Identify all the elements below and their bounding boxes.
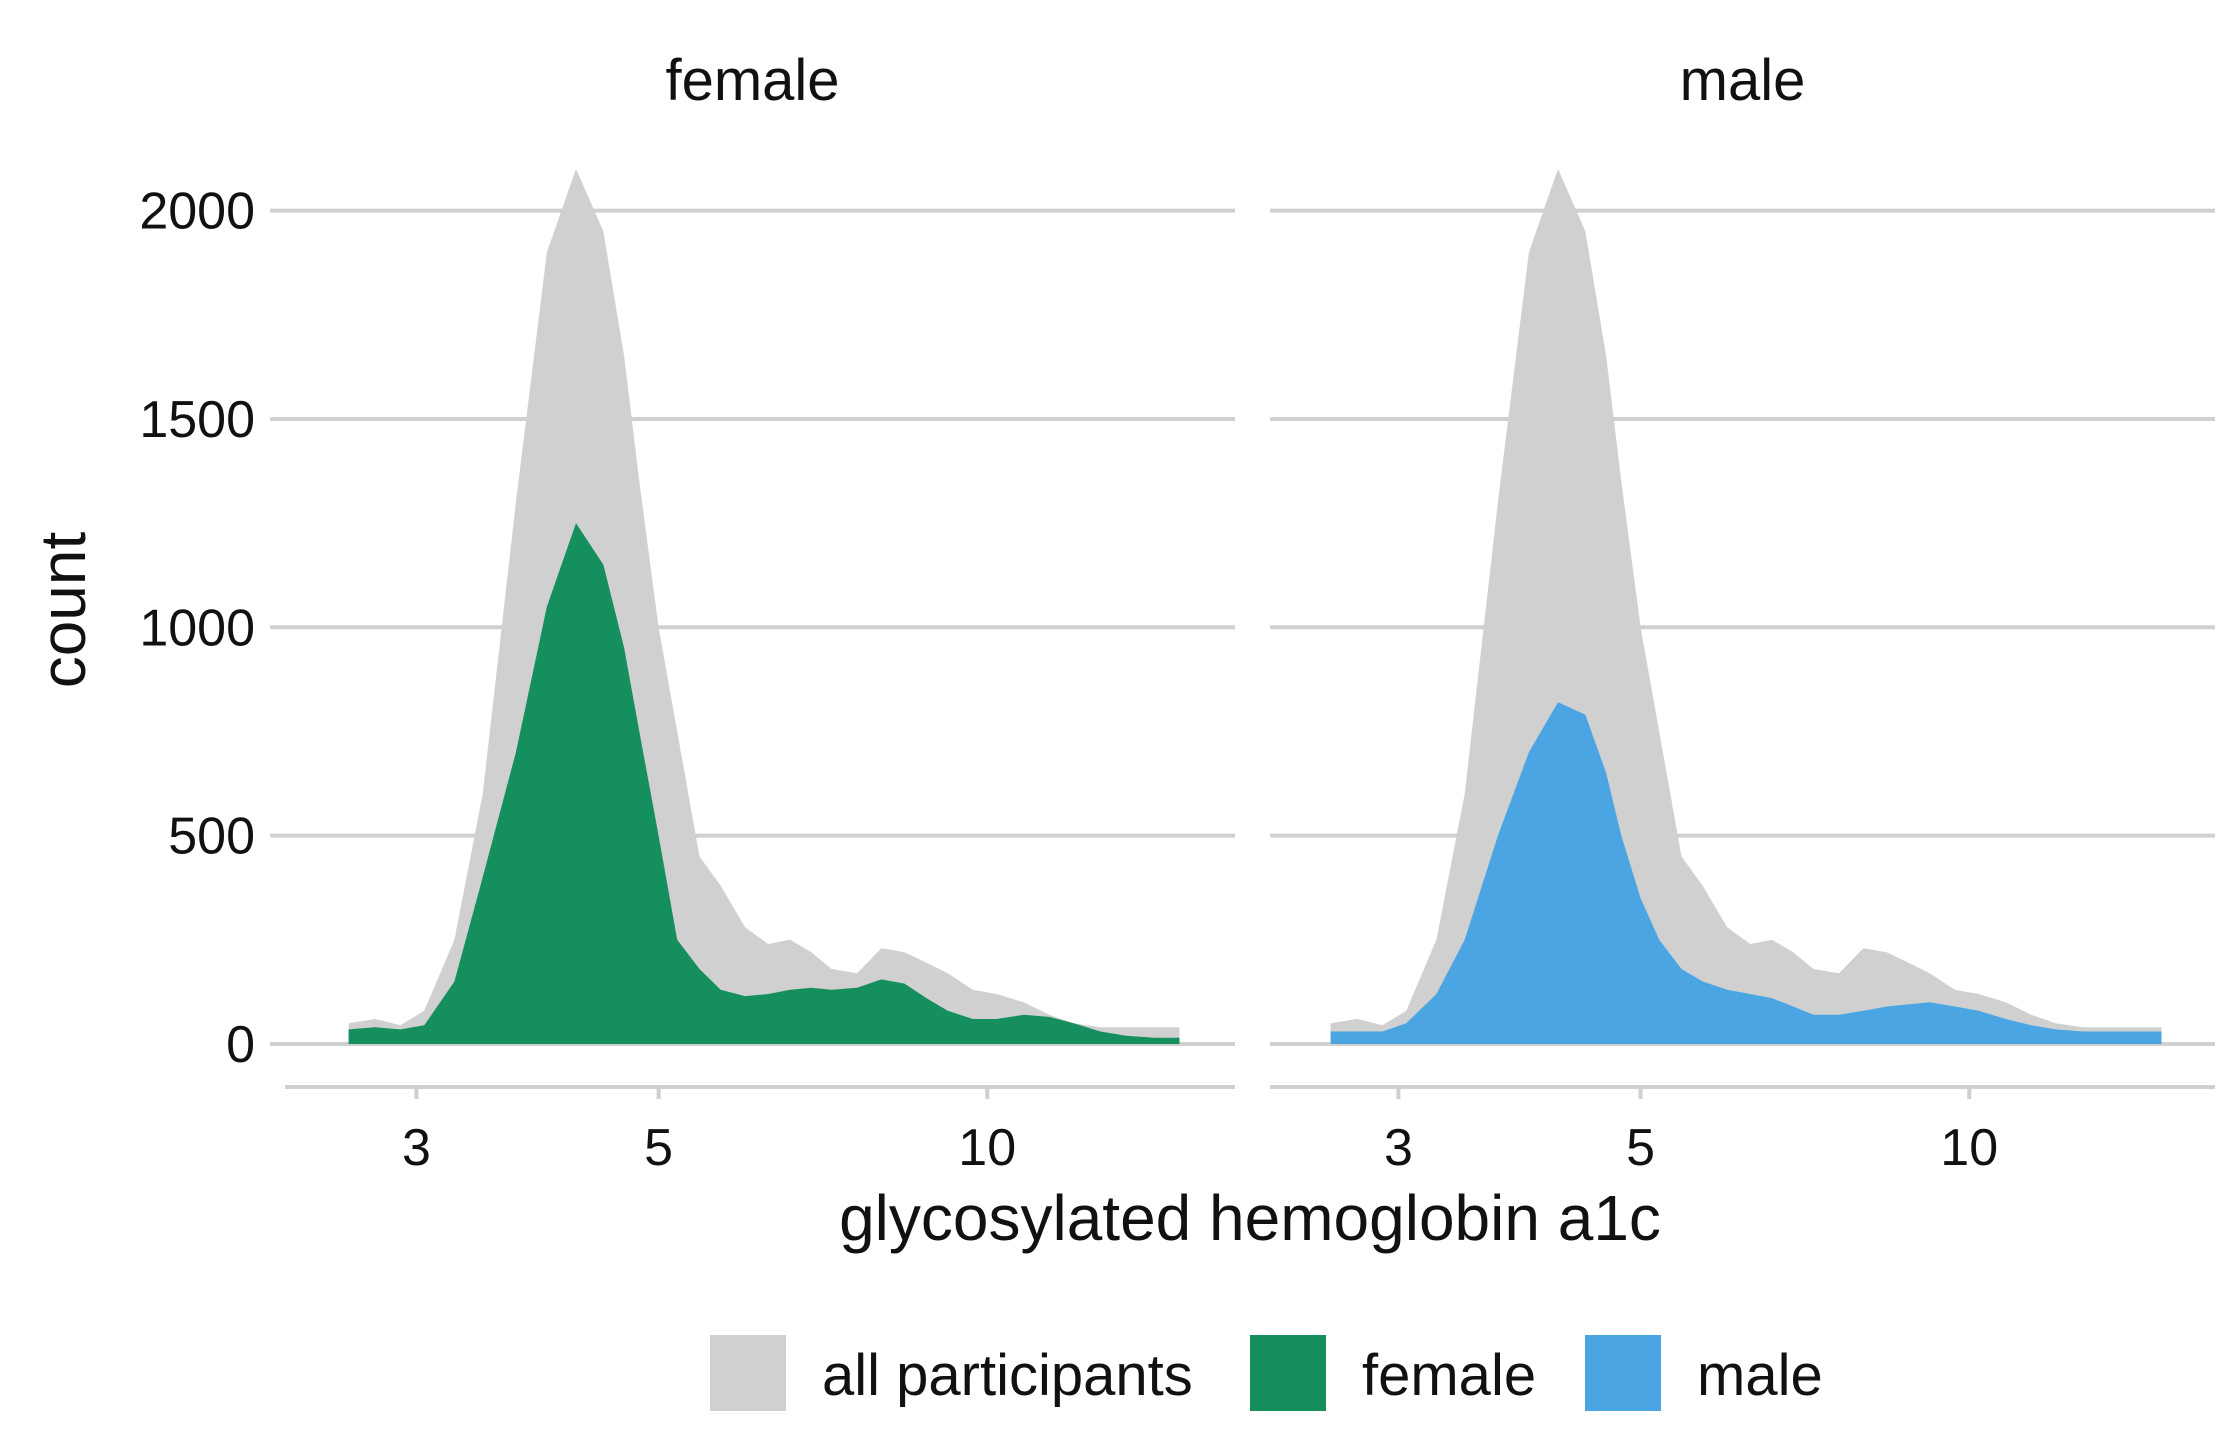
area-male-male xyxy=(1330,702,2162,1044)
panel-female: 3 5 10 female 0 500 1000 1500 2000 xyxy=(139,48,1235,1177)
area-female-female xyxy=(348,523,1180,1044)
area-male-all-participants xyxy=(1330,168,2162,1044)
legend-swatch xyxy=(1250,1335,1326,1411)
y-tick-label: 500 xyxy=(168,808,255,866)
x-tick-label: 5 xyxy=(644,1119,673,1177)
legend-item-female: female xyxy=(1250,1335,1536,1411)
legend-item-all-participants: all participants xyxy=(710,1335,1193,1411)
x-tick-label: 10 xyxy=(958,1119,1016,1177)
facet-title: male xyxy=(1680,48,1806,113)
legend-swatch xyxy=(1585,1335,1661,1411)
y-tick-label: 0 xyxy=(226,1016,255,1074)
y-axis-title: count xyxy=(27,532,99,689)
x-tick-label: 3 xyxy=(1384,1119,1413,1177)
legend-label: male xyxy=(1697,1343,1823,1408)
legend: all participants female male xyxy=(710,1335,1823,1411)
x-axis-title: glycosylated hemoglobin a1c xyxy=(839,1182,1661,1254)
facet-title: female xyxy=(665,48,839,113)
x-tick-label: 3 xyxy=(402,1119,431,1177)
x-tick-label: 5 xyxy=(1626,1119,1655,1177)
legend-label: female xyxy=(1362,1343,1536,1408)
legend-label: all participants xyxy=(822,1343,1193,1408)
y-tick-label: 1500 xyxy=(139,391,255,449)
legend-swatch xyxy=(710,1335,786,1411)
panels: 3 5 10 female 0 500 1000 1500 2000 3 5 10 male xyxy=(139,48,2215,1177)
panel-male: 3 5 10 male xyxy=(1270,48,2215,1177)
y-tick-label: 2000 xyxy=(139,183,255,241)
x-tick-label: 10 xyxy=(1940,1119,1998,1177)
legend-item-male: male xyxy=(1585,1335,1823,1411)
y-tick-label: 1000 xyxy=(139,599,255,657)
